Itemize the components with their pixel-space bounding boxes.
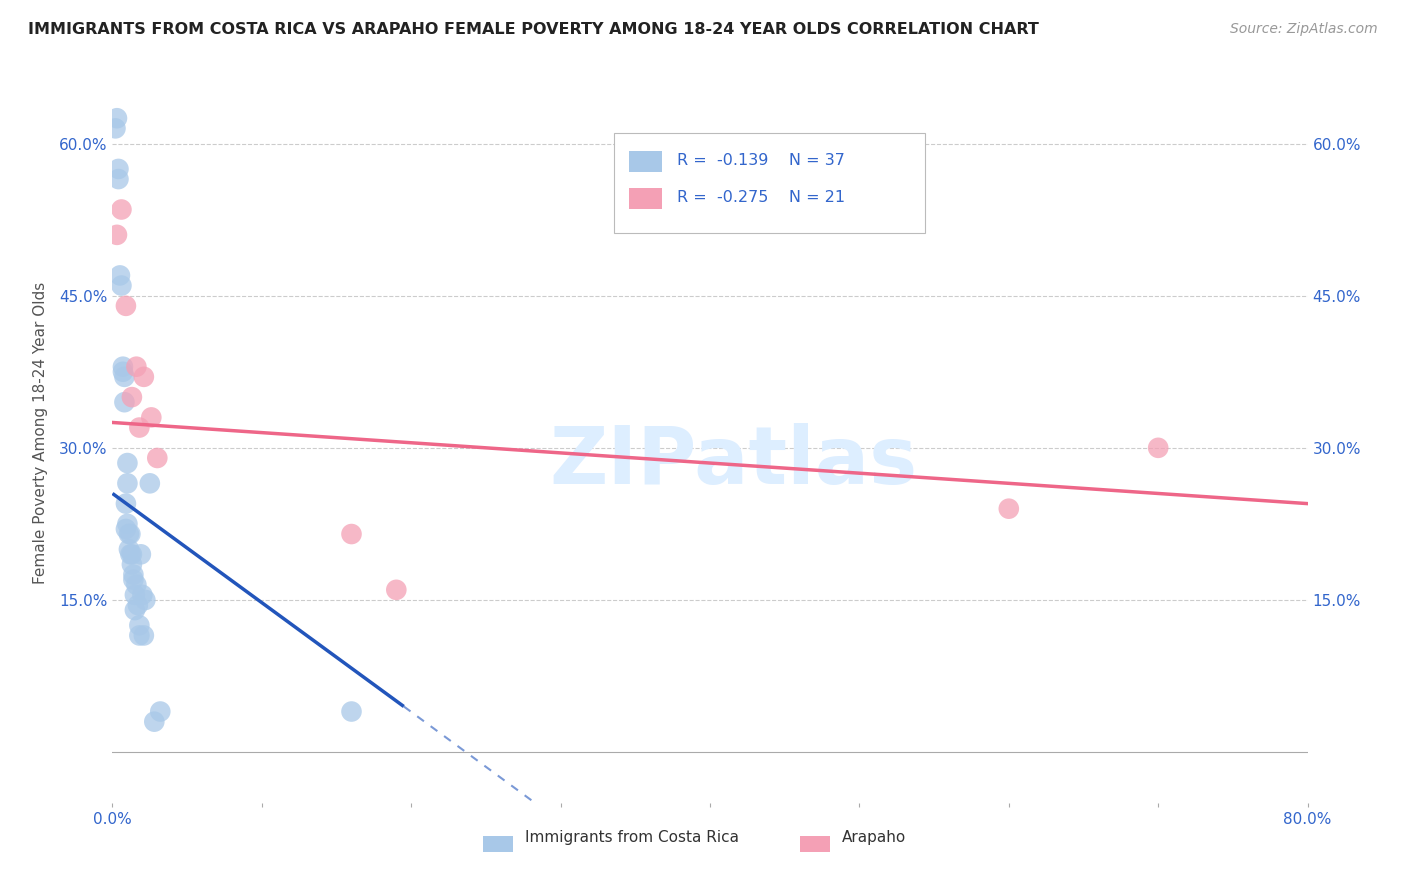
Point <box>385 582 408 597</box>
Point <box>124 603 146 617</box>
Point <box>132 369 155 384</box>
Point <box>117 456 139 470</box>
Point <box>125 578 148 592</box>
Point <box>117 516 139 531</box>
Text: Immigrants from Costa Rica: Immigrants from Costa Rica <box>524 830 738 845</box>
Text: Source: ZipAtlas.com: Source: ZipAtlas.com <box>1230 22 1378 37</box>
Point <box>114 369 135 384</box>
Point <box>146 450 169 465</box>
Point <box>340 527 363 541</box>
Point <box>114 395 135 409</box>
Point <box>117 476 139 491</box>
Point <box>110 278 132 293</box>
Y-axis label: Female Poverty Among 18-24 Year Olds: Female Poverty Among 18-24 Year Olds <box>32 282 48 583</box>
Point <box>139 476 162 491</box>
Point <box>105 227 128 242</box>
Point <box>122 567 145 582</box>
Point <box>115 522 138 536</box>
Point <box>121 390 143 404</box>
Point <box>108 268 131 283</box>
Point <box>340 705 363 719</box>
Text: R =  -0.275    N = 21: R = -0.275 N = 21 <box>676 190 845 205</box>
Point <box>124 588 146 602</box>
Text: IMMIGRANTS FROM COSTA RICA VS ARAPAHO FEMALE POVERTY AMONG 18-24 YEAR OLDS CORRE: IMMIGRANTS FROM COSTA RICA VS ARAPAHO FE… <box>28 22 1039 37</box>
Point <box>125 359 148 374</box>
Point <box>110 202 132 217</box>
Point <box>120 547 142 561</box>
Point <box>149 705 172 719</box>
Point <box>127 598 149 612</box>
Text: R =  -0.139    N = 37: R = -0.139 N = 37 <box>676 153 845 168</box>
Point <box>128 420 150 434</box>
FancyBboxPatch shape <box>800 836 830 853</box>
Point <box>118 542 141 557</box>
Point <box>111 359 134 374</box>
FancyBboxPatch shape <box>484 836 513 853</box>
Point <box>111 365 134 379</box>
Point <box>131 588 153 602</box>
Point <box>128 628 150 642</box>
Point <box>141 410 163 425</box>
Point <box>129 547 152 561</box>
Point <box>998 501 1021 516</box>
Point <box>104 121 127 136</box>
Text: ZIPatlas: ZIPatlas <box>550 423 918 501</box>
Point <box>115 497 138 511</box>
Point <box>118 527 141 541</box>
Point <box>143 714 166 729</box>
Point <box>120 527 142 541</box>
Point <box>121 558 143 572</box>
Point <box>121 547 143 561</box>
Point <box>1147 441 1170 455</box>
FancyBboxPatch shape <box>628 188 662 209</box>
Point <box>107 172 129 186</box>
Text: Arapaho: Arapaho <box>842 830 905 845</box>
FancyBboxPatch shape <box>628 152 662 172</box>
Point <box>107 161 129 176</box>
Point <box>105 112 128 126</box>
Point <box>134 593 156 607</box>
FancyBboxPatch shape <box>614 133 925 233</box>
Point <box>122 573 145 587</box>
Point <box>128 618 150 632</box>
Point <box>115 299 138 313</box>
Point <box>132 628 155 642</box>
